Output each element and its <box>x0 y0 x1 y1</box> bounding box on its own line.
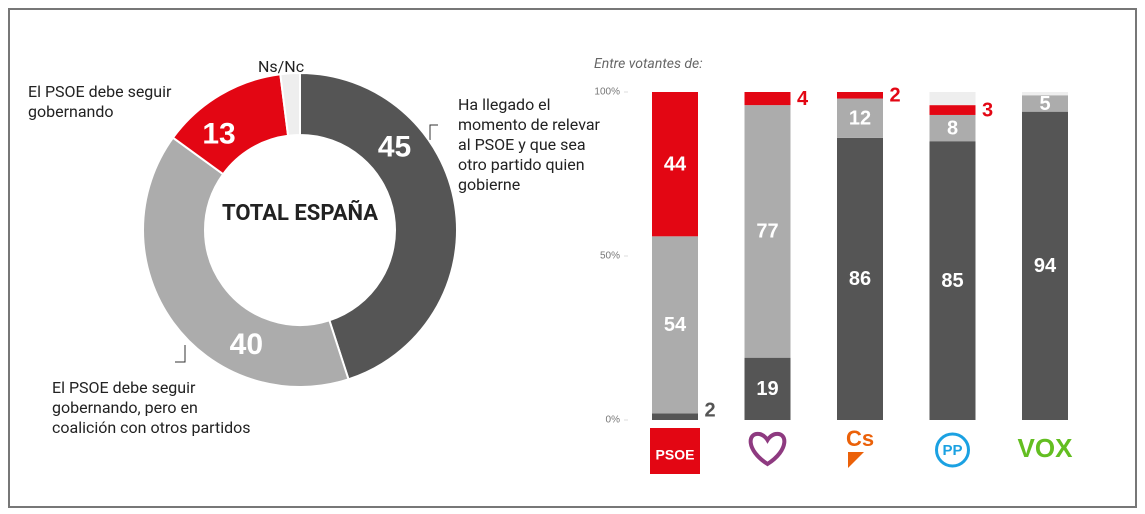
donut-slice <box>142 136 350 388</box>
donut-slice <box>279 71 301 137</box>
bracket <box>429 124 438 140</box>
bar-segment <box>1022 111 1068 421</box>
data-label: 12 <box>849 108 871 130</box>
bar-segment <box>744 357 791 420</box>
center-text: TOTAL ESPAÑA <box>221 201 379 226</box>
data-label: 54 <box>664 314 687 336</box>
data-label: 13 <box>202 117 235 150</box>
slice-label: Ns/Nc <box>258 57 305 76</box>
bar-segment <box>1022 95 1068 112</box>
x-tick-label: VOX <box>1018 433 1074 463</box>
slice-label: El PSOE debe seguir gobernando, pero en … <box>52 378 251 437</box>
logo-heart <box>748 431 787 467</box>
bar-segment <box>929 141 976 420</box>
x-tick-label: Cs <box>846 426 874 451</box>
data-label: 86 <box>849 268 871 290</box>
bar-segment <box>744 105 791 358</box>
bar-segment <box>929 114 976 142</box>
data-label: 44 <box>664 153 687 175</box>
data-label: 2 <box>704 399 715 421</box>
frame <box>8 8 1137 508</box>
bar-segment <box>837 92 883 99</box>
bracket <box>175 345 186 363</box>
data-label: 5 <box>1039 93 1050 115</box>
y-tick-label: 50% <box>600 251 620 262</box>
data-label: 45 <box>378 131 411 164</box>
data-label: 94 <box>1034 255 1057 277</box>
data-label: 3 <box>982 99 993 121</box>
data-label: 19 <box>756 378 778 400</box>
bar-segment <box>652 236 698 414</box>
bar-segment <box>652 413 698 420</box>
x-tick-label: PP <box>942 442 962 459</box>
data-label: 4 <box>797 88 809 110</box>
bar-segment <box>929 105 976 115</box>
bar-segment <box>837 137 883 421</box>
bar-segment <box>744 92 791 106</box>
subtitle: Entre votantes de: <box>594 56 703 72</box>
slice-label: El PSOE debe seguir gobernando <box>28 82 172 121</box>
slice-label: Ha llegado el momento de relevar al PSOE… <box>458 95 600 194</box>
x-tick-label: PSOE <box>656 447 695 463</box>
data-label: 2 <box>889 85 900 107</box>
data-label: 40 <box>230 328 263 361</box>
bar-segment <box>652 92 698 237</box>
donut-slice <box>299 71 458 381</box>
logo-bg <box>935 432 970 468</box>
bar-segment <box>837 98 883 138</box>
data-label: 8 <box>947 117 958 139</box>
y-tick-label: 0% <box>606 415 621 426</box>
data-label: 77 <box>756 221 778 243</box>
bar-segment <box>1022 92 1068 96</box>
y-tick-label: 100% <box>594 87 620 98</box>
bar-segment <box>929 92 976 106</box>
logo-bg <box>650 428 700 474</box>
data-label: 85 <box>941 270 963 292</box>
logo-mark <box>848 452 864 468</box>
